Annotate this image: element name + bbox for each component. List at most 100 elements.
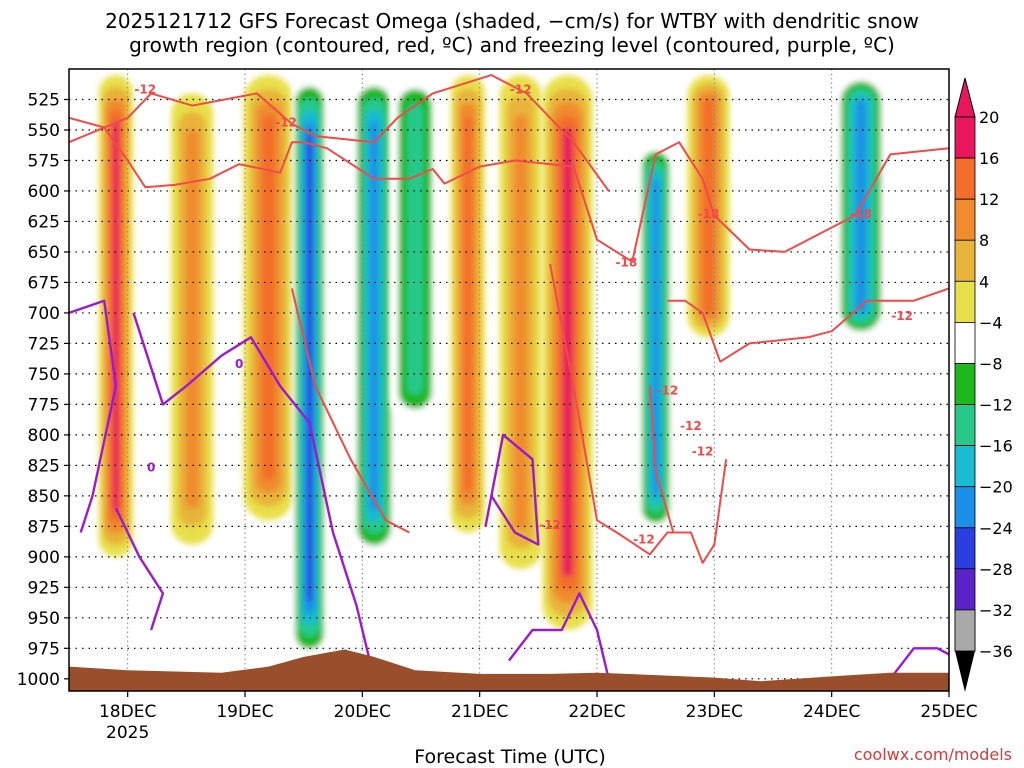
plot-frame xyxy=(68,68,950,692)
colorbar-swatch xyxy=(954,568,976,611)
plot-area: -12 -12 -12 -12 -12 -12 -12 -12 -12 -18 -18 -18 0 0 xyxy=(68,68,950,692)
y-tick-label: 575 xyxy=(28,151,60,171)
colorbar-top-arrow xyxy=(954,77,976,118)
x-tick-label: 20DEC xyxy=(334,702,391,722)
omega-band xyxy=(292,75,327,661)
x-axis-label: Forecast Time (UTC) xyxy=(414,746,605,768)
colorbar-swatch xyxy=(954,445,976,488)
freezing-contour-label: 0 xyxy=(147,460,155,474)
colorbar-swatch xyxy=(954,321,976,364)
y-tick-label: 925 xyxy=(28,578,60,598)
freezing-contour xyxy=(889,647,949,680)
dgz-contour-label: -12 xyxy=(134,82,156,96)
colorbar-label: −16 xyxy=(979,437,1013,456)
omega-band xyxy=(353,75,396,557)
dgz-contour-label: -12 xyxy=(657,384,679,398)
y-tick-label: 950 xyxy=(28,609,60,629)
colorbar-swatch xyxy=(954,404,976,446)
freezing-contour xyxy=(508,592,610,680)
omega-band-layer xyxy=(406,102,424,395)
y-tick-label: 800 xyxy=(28,426,60,446)
y-tick-label: 775 xyxy=(28,395,60,415)
dgz-contour-label: -12 xyxy=(891,309,913,323)
dgz-contour-label: -18 xyxy=(615,256,637,270)
colorbar-label: 4 xyxy=(979,272,989,291)
chart-title-line-1: 2025121712 GFS Forecast Omega (shaded, −… xyxy=(105,9,919,33)
dgz-contour-label: -12 xyxy=(633,532,655,546)
colorbar-label: 12 xyxy=(979,190,999,209)
y-tick-label: 625 xyxy=(28,212,60,232)
y-tick-label: 600 xyxy=(28,182,60,202)
freezing-contour xyxy=(132,312,376,680)
colorbar: 20 16 12 8 4 −4 −8 −12 −16 −20 −24 −28 −32 −36 xyxy=(954,77,1013,692)
omega-band xyxy=(243,75,294,521)
y-tick-label: 875 xyxy=(28,517,60,537)
y-tick-label: 675 xyxy=(28,273,60,293)
omega-band-layer xyxy=(703,98,714,314)
y-tick-label: 850 xyxy=(28,487,60,507)
dgz-contour xyxy=(667,287,949,363)
colorbar-swatch xyxy=(954,486,976,529)
x-tick-label: 18DEC xyxy=(99,702,156,722)
chart-title-line-2: growth region (contoured, red, ºC) and f… xyxy=(129,33,895,57)
freezing-contour xyxy=(484,433,540,546)
colorbar-label: −4 xyxy=(979,313,1003,332)
dgz-contour xyxy=(290,288,410,534)
contours: -12 -12 -12 -12 -12 -12 -12 -12 -12 -18 -18 -18 0 0 xyxy=(69,74,949,680)
y-tick-label: 550 xyxy=(28,121,60,141)
x-tick-label: 25DEC xyxy=(920,702,977,722)
colorbar-label: −12 xyxy=(979,396,1013,415)
omega-band xyxy=(98,75,133,557)
dgz-contour xyxy=(549,263,728,564)
colorbar-swatch xyxy=(954,239,976,282)
dgz-contour xyxy=(69,74,610,192)
credit-text: coolwx.com/models xyxy=(854,745,1012,764)
colorbar-label: −32 xyxy=(979,601,1013,620)
colorbar-label: 20 xyxy=(979,108,999,127)
colorbar-label: −8 xyxy=(979,355,1003,374)
dgz-contour-label: -18 xyxy=(698,207,720,221)
colorbar-label: 8 xyxy=(979,231,989,250)
colorbar-label: −24 xyxy=(979,519,1013,538)
x-tick-label: 23DEC xyxy=(686,702,743,722)
freezing-contour-label: 0 xyxy=(235,357,243,371)
y-axis: 525 550 575 600 625 650 675 700 725 750 775 800 825 8… xyxy=(17,90,69,690)
omega-band-layer xyxy=(652,179,660,495)
dgz-contour xyxy=(648,386,675,533)
omega-band-layer xyxy=(262,115,275,481)
dgz-contour-label: -18 xyxy=(850,207,872,221)
omega-band-layer xyxy=(112,121,120,511)
terrain-ground xyxy=(69,649,949,691)
y-tick-label: 650 xyxy=(28,243,60,263)
colorbar-swatch xyxy=(954,116,976,159)
x-tick-label: 24DEC xyxy=(803,702,860,722)
omega-band xyxy=(450,75,485,533)
omega-band xyxy=(390,75,441,423)
colorbar-swatch xyxy=(954,157,976,200)
freezing-contour xyxy=(69,299,118,533)
omega-band-layer xyxy=(463,116,473,492)
dgz-contour-label: -12 xyxy=(680,419,702,433)
dgz-contour-label: -12 xyxy=(539,518,561,532)
freezing-contour xyxy=(114,507,165,631)
omega-band-layer xyxy=(369,121,379,511)
colorbar-swatch xyxy=(954,609,976,652)
x-tick-label: 22DEC xyxy=(568,702,625,722)
dgz-contour-label: -12 xyxy=(510,82,532,96)
y-tick-label: 825 xyxy=(28,456,60,476)
dgz-contour xyxy=(69,116,949,263)
omega-shading xyxy=(98,75,886,661)
y-tick-label: 975 xyxy=(28,639,60,659)
colorbar-bottom-arrow xyxy=(955,651,975,692)
y-tick-label: 900 xyxy=(28,548,60,568)
dgz-contour-label: -12 xyxy=(692,445,714,459)
x-tick-year: 2025 xyxy=(106,723,149,743)
x-tick-label: 21DEC xyxy=(451,702,508,722)
omega-band-layer xyxy=(185,129,200,509)
dgz-contour-label: -12 xyxy=(275,115,297,129)
colorbar-swatch xyxy=(954,363,976,405)
colorbar-swatch xyxy=(954,198,976,241)
x-tick-label: 19DEC xyxy=(216,702,273,722)
y-tick-label: 525 xyxy=(28,90,60,110)
colorbar-label: −28 xyxy=(979,560,1013,579)
